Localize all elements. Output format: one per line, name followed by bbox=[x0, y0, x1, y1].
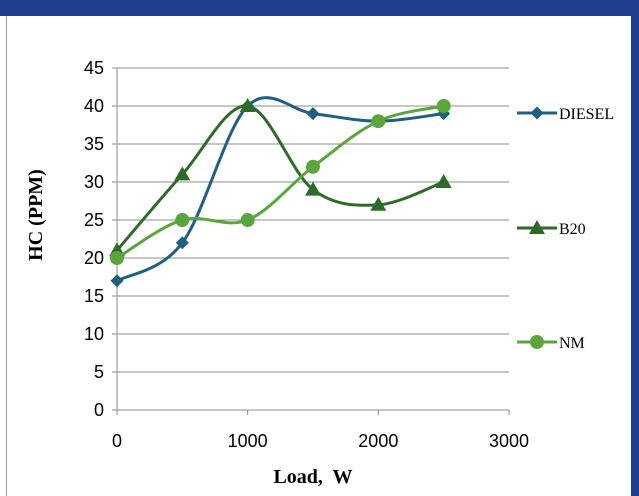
x-tick-labels: 0 1000 2000 3000 bbox=[112, 431, 529, 451]
x-tick-label: 0 bbox=[112, 431, 122, 451]
x-tick-label: 3000 bbox=[489, 431, 529, 451]
y-tick-label: 25 bbox=[84, 210, 104, 230]
legend-marker-diesel bbox=[530, 106, 544, 120]
x-tick-label: 1000 bbox=[228, 431, 268, 451]
legend-marker-nm bbox=[530, 335, 544, 349]
data-point-nm bbox=[175, 213, 190, 227]
x-tick-label: 2000 bbox=[358, 431, 398, 451]
series-nm bbox=[110, 99, 451, 265]
y-axis-title: HC (PPM) bbox=[25, 169, 47, 261]
data-point-nm bbox=[436, 99, 451, 113]
data-point-nm bbox=[240, 213, 255, 227]
data-point-nm bbox=[371, 114, 386, 129]
legend-item-diesel: DIESEL bbox=[517, 106, 614, 123]
series-b20 bbox=[109, 98, 452, 257]
axes bbox=[112, 67, 510, 415]
legend: DIESEL B20 NM bbox=[517, 106, 614, 352]
y-tick-label: 30 bbox=[84, 172, 104, 192]
data-point-b20 bbox=[370, 196, 387, 211]
legend-label-nm: NM bbox=[559, 335, 585, 352]
data-point-b20 bbox=[174, 166, 191, 181]
y-tick-label: 0 bbox=[94, 400, 104, 420]
data-point-diesel bbox=[110, 274, 124, 288]
left-border-line bbox=[6, 16, 7, 496]
series-diesel bbox=[110, 96, 451, 288]
x-axis-title: Load, W bbox=[273, 466, 352, 488]
data-point-nm bbox=[110, 251, 124, 265]
y-tick-labels: 0 5 10 15 20 25 30 35 40 45 bbox=[84, 58, 104, 420]
y-tick-label: 10 bbox=[84, 324, 104, 344]
series-line-diesel bbox=[116, 96, 444, 283]
data-point-b20 bbox=[239, 98, 256, 112]
data-point-b20 bbox=[305, 181, 321, 196]
y-tick-label: 40 bbox=[84, 96, 104, 116]
data-point-b20 bbox=[435, 174, 452, 188]
legend-label-diesel: DIESEL bbox=[559, 106, 614, 123]
legend-item-nm: NM bbox=[517, 335, 585, 352]
data-point-nm bbox=[306, 159, 320, 174]
legend-label-b20: B20 bbox=[559, 221, 586, 238]
legend-marker-b20 bbox=[529, 220, 545, 234]
y-tick-label: 45 bbox=[84, 58, 104, 78]
y-tick-label: 35 bbox=[84, 134, 104, 154]
data-point-diesel bbox=[175, 236, 189, 250]
y-tick-label: 20 bbox=[84, 248, 104, 268]
data-point-diesel bbox=[306, 107, 320, 121]
y-tick-label: 5 bbox=[94, 362, 104, 382]
series-lines bbox=[109, 96, 452, 288]
legend-item-b20: B20 bbox=[517, 220, 586, 238]
y-tick-label: 15 bbox=[84, 286, 104, 306]
